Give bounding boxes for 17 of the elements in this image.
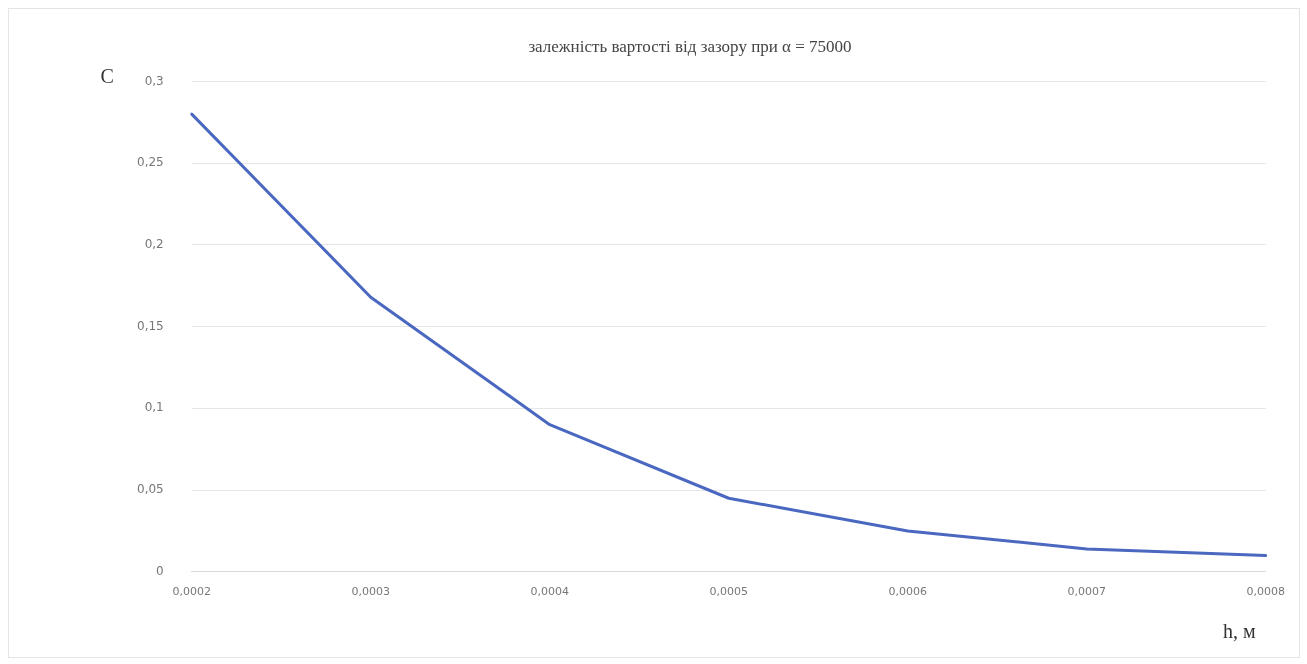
- x-tick-label: 0,0005: [709, 585, 748, 599]
- y-tick-label: 0,05: [137, 482, 164, 497]
- x-axis-title: h, м: [1223, 620, 1257, 643]
- y-tick-label: 0,15: [137, 318, 164, 333]
- y-tick-label: 0: [156, 563, 164, 578]
- x-tick-label: 0,0008: [1246, 585, 1286, 599]
- x-tick-label: 0,0004: [530, 585, 569, 599]
- y-tick-label: 0,25: [137, 155, 164, 170]
- y-tick-label: 0,2: [144, 236, 164, 251]
- x-tick-label: 0,0006: [888, 585, 927, 599]
- x-tick-label: 0,0007: [1067, 585, 1106, 599]
- y-axis-title: C: [100, 64, 114, 87]
- x-tick-label: 0,0003: [351, 585, 390, 599]
- x-tick-label: 0,0002: [172, 585, 211, 599]
- y-tick-label: 0,3: [144, 73, 164, 88]
- chart-title: залежність вартості від зазору при α = 75000: [528, 36, 852, 56]
- y-tick-label: 0,1: [144, 400, 164, 415]
